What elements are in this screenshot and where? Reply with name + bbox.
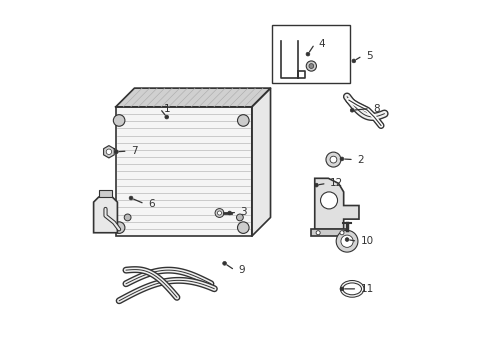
- Bar: [116, 107, 252, 236]
- Circle shape: [345, 238, 349, 242]
- Circle shape: [129, 196, 133, 200]
- Circle shape: [165, 115, 169, 119]
- Circle shape: [115, 150, 118, 154]
- Circle shape: [228, 211, 232, 215]
- Circle shape: [113, 115, 125, 126]
- Polygon shape: [315, 178, 359, 229]
- Text: 5: 5: [366, 51, 372, 61]
- Text: 10: 10: [361, 236, 374, 246]
- Circle shape: [326, 152, 341, 167]
- Circle shape: [341, 235, 353, 247]
- Text: 7: 7: [131, 146, 138, 156]
- Text: 11: 11: [361, 284, 374, 294]
- Circle shape: [223, 261, 226, 265]
- Text: 2: 2: [357, 154, 364, 165]
- Text: 3: 3: [241, 207, 247, 217]
- Circle shape: [340, 231, 344, 235]
- Bar: [272, 25, 350, 83]
- Circle shape: [215, 208, 224, 217]
- Circle shape: [350, 108, 354, 112]
- Polygon shape: [103, 146, 114, 158]
- Circle shape: [330, 156, 337, 163]
- Circle shape: [124, 214, 131, 221]
- Circle shape: [309, 64, 314, 68]
- Circle shape: [238, 115, 249, 126]
- Bar: [98, 190, 112, 197]
- Text: 4: 4: [318, 39, 325, 49]
- Circle shape: [320, 192, 338, 209]
- Circle shape: [106, 149, 112, 154]
- Text: 8: 8: [373, 104, 380, 113]
- Polygon shape: [311, 229, 347, 236]
- Text: 12: 12: [330, 179, 343, 188]
- Polygon shape: [252, 88, 270, 236]
- Circle shape: [340, 287, 344, 291]
- Text: 9: 9: [238, 265, 245, 275]
- Circle shape: [218, 211, 221, 215]
- Circle shape: [340, 157, 344, 161]
- Circle shape: [316, 231, 320, 235]
- Polygon shape: [116, 88, 270, 107]
- Circle shape: [336, 230, 358, 252]
- Text: 6: 6: [148, 199, 155, 209]
- Circle shape: [238, 222, 249, 233]
- Text: 1: 1: [163, 104, 170, 113]
- Circle shape: [113, 222, 125, 233]
- Circle shape: [315, 183, 318, 187]
- Circle shape: [306, 52, 310, 56]
- Circle shape: [352, 59, 356, 63]
- Circle shape: [306, 61, 317, 71]
- Circle shape: [237, 214, 244, 221]
- Polygon shape: [94, 197, 118, 233]
